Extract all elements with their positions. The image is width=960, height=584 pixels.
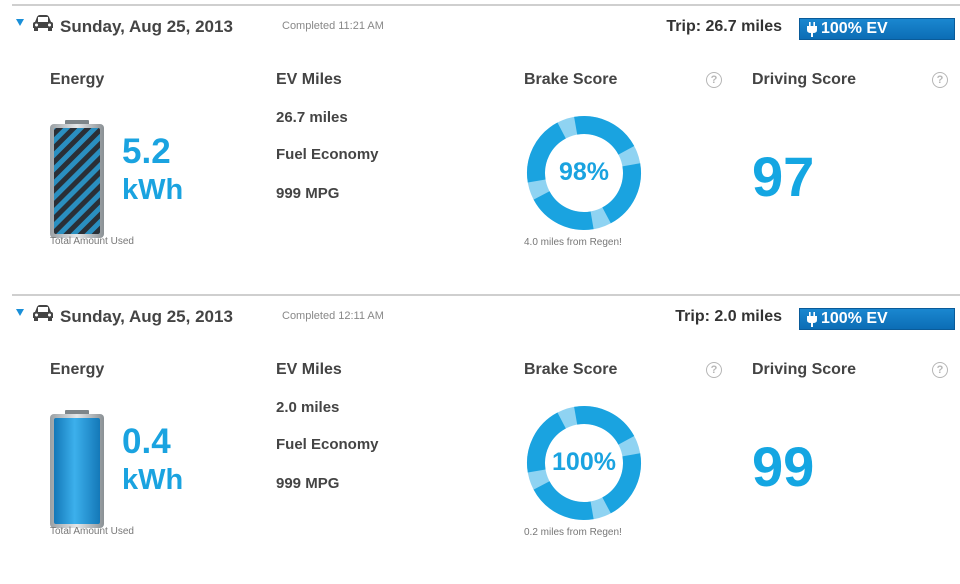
energy-caption: Total Amount Used <box>50 526 134 537</box>
ev-miles-label: EV Miles <box>276 361 342 378</box>
driving-score-value: 97 <box>752 145 815 208</box>
energy-caption: Total Amount Used <box>50 236 134 247</box>
energy-value: 5.2 <box>122 132 171 171</box>
brake-score-value: 100% <box>552 448 616 476</box>
trip-date: Sunday, Aug 25, 2013 <box>60 307 233 326</box>
energy-value: 0.4 <box>122 422 171 461</box>
completed-time: Completed 11:21 AM <box>282 20 384 32</box>
car-icon <box>33 15 53 31</box>
fuel-economy-label: Fuel Economy <box>276 436 379 453</box>
energy-unit: kWh <box>122 174 184 206</box>
trip-date: Sunday, Aug 25, 2013 <box>60 17 233 36</box>
brake-score-label: Brake Score <box>524 71 618 88</box>
help-icon[interactable]: ? <box>706 362 722 378</box>
ev-miles-value: 2.0 miles <box>276 399 340 416</box>
fuel-economy-label: Fuel Economy <box>276 146 379 163</box>
brake-score-ring <box>527 116 641 230</box>
energy-unit: kWh <box>122 464 184 496</box>
ev-badge-label: 100% EV <box>821 310 888 327</box>
regen-caption: 0.2 miles from Regen! <box>524 527 622 538</box>
brake-score-value: 98% <box>558 158 610 186</box>
ev-badge: 100% EV <box>799 18 955 40</box>
driving-score-value: 99 <box>752 435 815 498</box>
fuel-economy-value: 999 MPG <box>276 475 340 492</box>
brake-score-label: Brake Score <box>524 361 618 378</box>
driving-score-label: Driving Score <box>752 361 857 378</box>
help-icon[interactable]: ? <box>932 72 948 88</box>
fuel-economy-value: 999 MPG <box>276 185 340 202</box>
trip-divider <box>12 4 960 6</box>
trip-distance: Trip: 2.0 miles <box>675 308 782 325</box>
energy-label: Energy <box>50 361 105 378</box>
expand-triangle-icon[interactable] <box>16 19 24 26</box>
ev-badge-label: 100% EV <box>821 20 888 37</box>
driving-score-label: Driving Score <box>752 71 857 88</box>
brake-score-ring <box>527 406 641 520</box>
plug-icon <box>807 312 817 327</box>
completed-time: Completed 12:11 AM <box>282 310 384 322</box>
ev-miles-label: EV Miles <box>276 71 342 88</box>
ev-badge: 100% EV <box>799 308 955 330</box>
car-icon <box>33 305 53 321</box>
ev-miles-value: 26.7 miles <box>276 109 348 126</box>
trip-card-1: Sunday, Aug 25, 2013 Completed 11:21 AM … <box>0 4 960 294</box>
trip-divider <box>12 294 960 296</box>
help-icon[interactable]: ? <box>706 72 722 88</box>
trip-card-2: Sunday, Aug 25, 2013 Completed 12:11 AM … <box>0 294 960 584</box>
plug-icon <box>807 22 817 37</box>
energy-label: Energy <box>50 71 105 88</box>
battery-icon <box>50 410 104 528</box>
regen-caption: 4.0 miles from Regen! <box>524 237 622 248</box>
help-icon[interactable]: ? <box>932 362 948 378</box>
expand-triangle-icon[interactable] <box>16 309 24 316</box>
battery-icon <box>50 120 104 238</box>
trip-distance: Trip: 26.7 miles <box>666 18 782 35</box>
